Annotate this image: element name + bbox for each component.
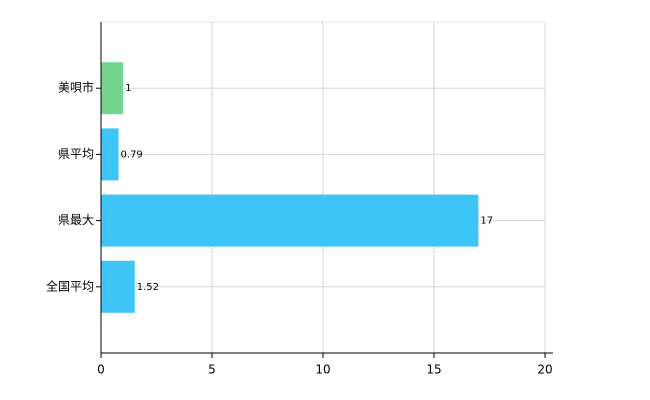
value-label: 1 <box>125 83 131 94</box>
value-label: 0.79 <box>121 149 143 160</box>
y-tick-label: 県最大 <box>58 213 94 227</box>
bar <box>101 194 479 247</box>
x-tick-label: 5 <box>208 363 216 377</box>
y-tick-label: 全国平均 <box>46 278 94 293</box>
x-tick-label: 20 <box>537 363 552 377</box>
y-tick-label: 県平均 <box>58 147 94 161</box>
value-label: 17 <box>480 216 493 227</box>
value-label: 1.52 <box>137 282 159 293</box>
bar <box>101 62 124 115</box>
bar <box>101 128 119 181</box>
x-tick-label: 0 <box>97 363 105 377</box>
y-tick-label: 美唄市 <box>58 80 94 95</box>
x-tick-label: 10 <box>315 363 330 377</box>
x-tick-label: 15 <box>426 363 441 377</box>
bar <box>101 260 135 313</box>
